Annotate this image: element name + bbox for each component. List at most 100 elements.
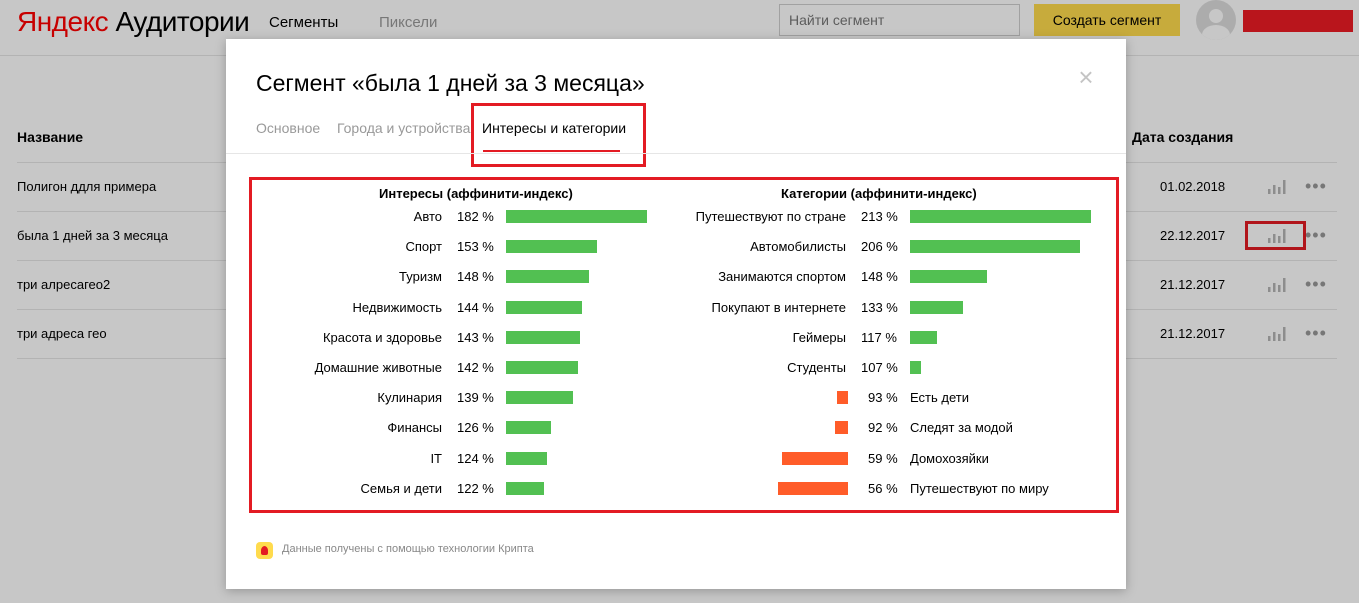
charts-highlight <box>249 177 1119 513</box>
category-row: Следят за модой 92 % <box>226 418 1126 438</box>
segment-modal: Сегмент «была 1 дней за 3 месяца» × Осно… <box>226 39 1126 589</box>
stats-icon[interactable] <box>1266 325 1288 341</box>
interest-row: Финансы 126 % <box>226 418 676 438</box>
more-icon[interactable]: ••• <box>1305 176 1327 196</box>
category-row: Автомобилисты 206 % <box>226 237 1126 257</box>
interest-value: 126 % <box>457 420 494 436</box>
stats-icon[interactable] <box>1266 227 1288 243</box>
segment-name[interactable]: три алресагео2 <box>17 277 111 292</box>
close-icon[interactable]: × <box>1078 62 1094 92</box>
category-label: Занимаются спортом <box>718 269 846 285</box>
segment-date: 21.12.2017 <box>1160 326 1226 341</box>
category-label: Следят за модой <box>910 420 1013 436</box>
username-redacted <box>1243 10 1353 32</box>
category-bar <box>910 300 963 314</box>
interest-row: Авто 182 % <box>226 207 676 227</box>
crypta-icon <box>256 542 273 559</box>
interest-value: 139 % <box>457 390 494 406</box>
segment-name[interactable]: Полигон ддля примера <box>17 179 157 194</box>
category-value: 133 % <box>861 299 898 315</box>
stats-icon[interactable] <box>1266 276 1288 292</box>
interest-label: Домашние животные <box>314 360 442 375</box>
segment-name[interactable]: три адреса гео <box>17 326 107 341</box>
interest-value: 122 % <box>457 480 494 496</box>
interest-value: 124 % <box>457 450 494 466</box>
category-row: Есть дети 93 % <box>226 388 1126 408</box>
interest-row: Спорт 153 % <box>226 237 676 257</box>
category-value: 148 % <box>861 269 898 285</box>
top-bar: Яндекс Аудитории Сегменты Пиксели Создат… <box>0 0 1359 56</box>
category-bar <box>778 481 848 495</box>
segment-name[interactable]: была 1 дней за 3 месяца <box>17 228 168 243</box>
category-bar <box>910 330 937 344</box>
interest-label: Финансы <box>387 420 442 436</box>
interest-bar <box>506 330 580 344</box>
category-label: Автомобилисты <box>750 239 846 255</box>
segment-date: 22.12.2017 <box>1160 228 1226 243</box>
category-value: 117 % <box>861 329 897 345</box>
interest-label: Недвижимость <box>352 299 442 315</box>
tab-basic[interactable]: Основное <box>256 120 321 136</box>
category-row: Геймеры 117 % <box>226 328 1126 348</box>
create-segment-button[interactable]: Создать сегмент <box>1034 4 1180 36</box>
tab-highlight <box>471 103 646 167</box>
category-bar <box>910 270 987 284</box>
modal-divider <box>226 153 1126 154</box>
interest-label: IT <box>430 450 442 466</box>
nav-tab-segments[interactable]: Сегменты <box>269 14 339 31</box>
avatar[interactable] <box>1196 0 1236 40</box>
interest-row: Туризм 148 % <box>226 267 676 287</box>
category-row: Студенты 107 % <box>226 358 1126 378</box>
category-row: Путешествуют по стране 213 % <box>226 207 1126 227</box>
category-label: Геймеры <box>792 329 846 345</box>
category-label: Путешествуют по миру <box>910 480 1049 496</box>
category-row: Покупают в интернете 133 % <box>226 298 1126 318</box>
active-tab-underline <box>483 150 620 152</box>
stats-icon[interactable] <box>1266 178 1288 194</box>
interest-label: Авто <box>413 209 442 224</box>
column-header-name: Название <box>17 129 84 145</box>
categories-chart-title: Категории (аффинити-индекс) <box>781 186 977 201</box>
interest-bar <box>506 481 544 495</box>
category-bar <box>835 421 848 435</box>
category-label: Покупают в интернете <box>711 299 846 315</box>
stats-icon-highlight <box>1245 221 1306 250</box>
more-icon[interactable]: ••• <box>1305 225 1327 245</box>
interest-value: 153 % <box>457 239 494 255</box>
interest-value: 143 % <box>457 329 494 345</box>
tab-geo-devices[interactable]: Города и устройства <box>337 120 471 136</box>
interest-bar <box>506 210 647 223</box>
category-bar <box>910 240 1080 254</box>
interest-value: 182 % <box>457 209 494 224</box>
segment-date: 01.02.2018 <box>1160 179 1226 194</box>
nav-tab-pixels[interactable]: Пиксели <box>379 14 438 31</box>
search-input[interactable] <box>779 4 1020 36</box>
interest-label: Кулинария <box>377 390 442 406</box>
category-bar <box>837 391 848 405</box>
category-bar <box>782 451 848 465</box>
interest-row: Домашние животные 142 % <box>226 358 676 378</box>
interests-chart-title: Интересы (аффинити-индекс) <box>379 186 573 201</box>
interest-row: Кулинария 139 % <box>226 388 676 408</box>
interest-bar <box>506 451 547 465</box>
more-icon[interactable]: ••• <box>1305 323 1327 343</box>
tab-interests-categories[interactable]: Интересы и категории <box>482 120 627 136</box>
category-row: Занимаются спортом 148 % <box>226 267 1126 287</box>
category-bar <box>910 361 921 374</box>
category-row: Домохозяйки 59 % <box>226 449 1126 469</box>
interest-bar <box>506 361 578 374</box>
category-value: 206 % <box>861 239 898 255</box>
category-value: 107 % <box>861 360 898 375</box>
yandex-audience-logo[interactable]: Яндекс Аудитории <box>17 6 250 37</box>
interest-row: Красота и здоровье 143 % <box>226 328 676 348</box>
category-value: 56 % <box>868 480 898 496</box>
interest-bar <box>506 421 551 435</box>
more-icon[interactable]: ••• <box>1305 274 1327 294</box>
footer-text: Данные получены с помощью технологии Кри… <box>282 543 534 555</box>
category-value: 92 % <box>868 420 898 436</box>
category-bar <box>910 210 1091 223</box>
interest-label: Туризм <box>399 269 442 285</box>
interest-value: 148 % <box>457 269 494 285</box>
interest-bar <box>506 300 582 314</box>
category-label: Путешествуют по стране <box>695 209 846 224</box>
